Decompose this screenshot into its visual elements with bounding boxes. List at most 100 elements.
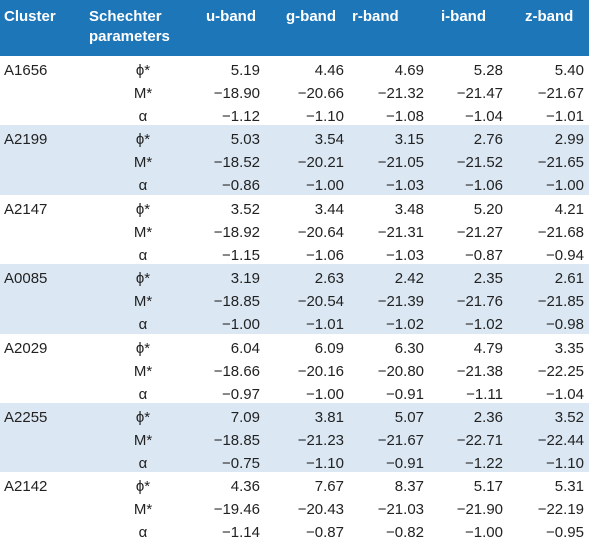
z-band-value: −1.04 — [546, 385, 584, 403]
header-schechter-parameters: Schechter parameters — [89, 8, 170, 45]
r-band-value: −21.32 — [377, 85, 424, 102]
table-row: α −0.97 −1.00 −0.91 −1.11 −1.04 — [0, 383, 589, 406]
g-band-value: 2.63 — [314, 270, 344, 288]
i-band-value: −0.87 — [465, 246, 503, 264]
z-band-value: −21.68 — [537, 223, 584, 241]
z-band-value: −0.94 — [546, 246, 584, 264]
g-band-value: −20.54 — [297, 293, 344, 311]
cluster-name: A2147 — [4, 200, 48, 218]
parameter-symbol: M* — [133, 431, 153, 449]
z-band-value: −22.19 — [537, 501, 584, 519]
table-row: M* −18.92 −20.64 −21.31 −21.27 −21.68 — [0, 221, 589, 244]
table-row: A2142 ϕ* 4.36 7.67 8.37 5.17 5.31 — [0, 475, 589, 498]
table-row: A2147 ϕ* 3.52 3.44 3.48 5.20 4.21 — [0, 198, 589, 221]
g-band-value: 7.67 — [314, 478, 344, 496]
r-band-value: 5.07 — [394, 408, 424, 426]
u-band-value: 4.36 — [230, 478, 260, 496]
table-row: α −0.86 −1.00 −1.03 −1.06 −1.00 — [0, 174, 589, 197]
i-band-value: −21.76 — [456, 293, 503, 311]
i-band-value: 4.79 — [473, 339, 503, 357]
parameter-symbol: α — [138, 316, 148, 334]
r-band-value: −21.39 — [377, 293, 424, 311]
r-band-value: 4.69 — [394, 62, 424, 79]
u-band-value: −1.15 — [222, 246, 260, 264]
z-band-value: −21.85 — [537, 293, 584, 311]
header-r-band: r-band — [352, 8, 399, 25]
header-u-band: u-band — [206, 8, 256, 25]
i-band-value: −1.06 — [465, 177, 503, 195]
g-band-value: −1.00 — [306, 385, 344, 403]
table-row: α −1.15 −1.06 −1.03 −0.87 −0.94 — [0, 244, 589, 267]
z-band-value: 3.35 — [554, 339, 584, 357]
i-band-value: −21.52 — [456, 154, 503, 172]
parameter-symbol: ϕ* — [135, 131, 151, 149]
cluster-name: A0085 — [4, 270, 48, 288]
parameter-symbol: M* — [133, 293, 153, 311]
r-band-value: −0.91 — [386, 454, 424, 472]
parameter-symbol: M* — [133, 85, 153, 102]
parameter-symbol: ϕ* — [135, 270, 151, 288]
z-band-value: −22.44 — [537, 431, 584, 449]
header-cluster: Cluster — [4, 8, 56, 25]
z-band-value: −21.65 — [537, 154, 584, 172]
i-band-value: −21.27 — [456, 223, 503, 241]
table-header: Cluster Schechter parameters u-band g-ba… — [0, 0, 589, 56]
i-band-value: 5.20 — [473, 200, 503, 218]
r-band-value: −0.82 — [386, 524, 424, 542]
r-band-value: −21.03 — [377, 501, 424, 519]
z-band-value: 4.21 — [554, 200, 584, 218]
parameter-symbol: α — [138, 524, 148, 542]
cluster-group: A1656 ϕ* 5.19 4.46 4.69 5.28 5.40 M* −18.90 −20.6… — [0, 56, 589, 125]
z-band-value: 5.40 — [554, 62, 584, 79]
g-band-value: −21.23 — [297, 431, 344, 449]
i-band-value: 5.28 — [473, 62, 503, 79]
parameter-symbol: α — [138, 385, 148, 403]
i-band-value: −1.00 — [465, 524, 503, 542]
u-band-value: −19.46 — [213, 501, 260, 519]
z-band-value: −1.01 — [546, 108, 584, 125]
i-band-value: −22.71 — [456, 431, 503, 449]
parameter-symbol: α — [138, 454, 148, 472]
parameter-symbol: M* — [133, 154, 153, 172]
u-band-value: 5.03 — [230, 131, 260, 149]
parameter-symbol: α — [138, 246, 148, 264]
z-band-value: −0.95 — [546, 524, 584, 542]
parameter-symbol: M* — [133, 362, 153, 380]
parameter-symbol: M* — [133, 223, 153, 241]
z-band-value: −1.00 — [546, 177, 584, 195]
r-band-value: −21.67 — [377, 431, 424, 449]
cluster-name: A2255 — [4, 408, 48, 426]
parameter-symbol: M* — [133, 501, 153, 519]
g-band-value: −1.06 — [306, 246, 344, 264]
parameter-symbol: ϕ* — [135, 200, 151, 218]
r-band-value: −1.02 — [386, 316, 424, 334]
g-band-value: −1.10 — [306, 108, 344, 125]
g-band-value: −20.43 — [297, 501, 344, 519]
cluster-group: A2142 ϕ* 4.36 7.67 8.37 5.17 5.31 M* −19.46 −20.4… — [0, 472, 589, 541]
u-band-value: −0.86 — [222, 177, 260, 195]
g-band-value: −20.66 — [297, 85, 344, 102]
cluster-group: A2255 ϕ* 7.09 3.81 5.07 2.36 3.52 M* −18.85 −21.2… — [0, 402, 589, 475]
r-band-value: −1.03 — [386, 177, 424, 195]
header-g-band: g-band — [286, 8, 336, 25]
parameter-symbol: α — [138, 108, 148, 125]
u-band-value: 3.19 — [230, 270, 260, 288]
i-band-value: −21.47 — [456, 85, 503, 102]
i-band-value: −1.22 — [465, 454, 503, 472]
table-row: A2029 ϕ* 6.04 6.09 6.30 4.79 3.35 — [0, 337, 589, 360]
r-band-value: 8.37 — [394, 478, 424, 496]
u-band-value: 5.19 — [230, 62, 260, 79]
g-band-value: −20.21 — [297, 154, 344, 172]
g-band-value: 3.44 — [314, 200, 344, 218]
table-row: M* −18.85 −21.23 −21.67 −22.71 −22.44 — [0, 429, 589, 452]
r-band-value: −21.31 — [377, 223, 424, 241]
g-band-value: −1.01 — [306, 316, 344, 334]
z-band-value: 2.61 — [554, 270, 584, 288]
cluster-group: A2029 ϕ* 6.04 6.09 6.30 4.79 3.35 M* −18.66 −20.1… — [0, 334, 589, 403]
table-row: A2255 ϕ* 7.09 3.81 5.07 2.36 3.52 — [0, 406, 589, 429]
table-row: M* −18.85 −20.54 −21.39 −21.76 −21.85 — [0, 290, 589, 313]
parameter-symbol: ϕ* — [135, 62, 151, 79]
u-band-value: −18.92 — [213, 223, 260, 241]
z-band-value: 2.99 — [554, 131, 584, 149]
table-row: α −0.75 −1.10 −0.91 −1.22 −1.10 — [0, 452, 589, 475]
